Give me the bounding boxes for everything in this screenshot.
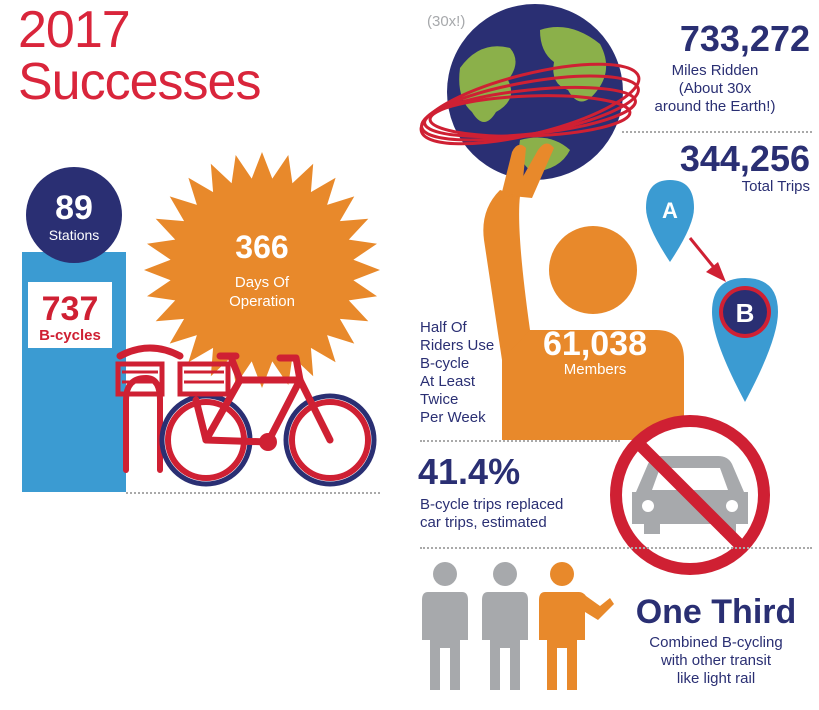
one-third-label: Combined B-cycling with other transit li…: [618, 634, 814, 688]
replaced-value: 41.4%: [418, 451, 521, 492]
third-label-2: with other transit: [660, 652, 772, 669]
miles-label-1: Miles Ridden: [671, 62, 759, 79]
third-label-1: Combined B-cycling: [649, 634, 783, 651]
one-third-value: One Third: [635, 593, 797, 631]
earth-note: (30x!): [427, 13, 465, 30]
pin-b-icon: [712, 278, 778, 402]
days-label-2: Operation: [229, 293, 295, 310]
no-car-icon: [610, 415, 770, 575]
days-value: 366: [235, 229, 288, 265]
pin-a-label: A: [662, 198, 678, 223]
trips-label: Total Trips: [741, 178, 810, 195]
pin-a-icon: [646, 180, 694, 262]
half-line-2: Riders Use: [420, 337, 495, 354]
page-title: 2017 Successes: [18, 1, 261, 111]
title-year: 2017: [18, 1, 131, 59]
person-icon: [483, 143, 684, 440]
title-word: Successes: [18, 53, 261, 111]
half-line-3: B-cycle: [420, 355, 470, 372]
stations-value: 89: [55, 189, 93, 227]
bcycles-box: [28, 282, 112, 348]
replaced-label: B-cycle trips replaced car trips, estima…: [420, 496, 620, 532]
three-people-icon: [422, 562, 614, 690]
pin-b-label: B: [736, 298, 755, 328]
half-line-6: Per Week: [420, 409, 486, 426]
sun-icon: [144, 152, 380, 388]
members-label: Members: [564, 361, 627, 378]
left-divider: [126, 492, 380, 494]
trips-value: 344,256: [679, 138, 810, 179]
miles-divider: [622, 131, 812, 133]
members-value: 61,038: [543, 325, 647, 363]
days-label-1: Days Of: [235, 274, 290, 291]
bicycle-icon: [115, 344, 377, 487]
replaced-divider: [420, 547, 812, 549]
miles-label-2: (About 30x: [678, 80, 752, 97]
arrow-icon: [688, 237, 726, 282]
third-label-3: like light rail: [676, 670, 756, 687]
miles-label-3: around the Earth!): [654, 98, 776, 115]
orbit-rings-icon: [419, 62, 641, 146]
stations-circle: [26, 167, 122, 263]
miles-value: 733,272: [679, 18, 810, 59]
half-riders-text: Half Of Riders Use B-cycle At Least Twic…: [420, 319, 530, 427]
stations-label: Stations: [49, 227, 100, 243]
left-graphic: 89 Stations 737 B-cycles 366 Days Of Ope…: [22, 152, 380, 492]
bcycles-label: B-cycles: [39, 327, 101, 344]
half-line-5: Twice: [420, 391, 459, 408]
replaced-label-1: B-cycle trips replaced: [420, 496, 564, 513]
half-line-4: At Least: [420, 373, 476, 390]
replaced-label-2: car trips, estimated: [420, 514, 547, 531]
half-line-1: Half Of: [420, 319, 467, 336]
right-graphic: (30x!) 61,038 Members A B: [419, 4, 778, 690]
bcycles-value: 737: [42, 290, 99, 328]
miles-label: Miles Ridden (About 30x around the Earth…: [620, 62, 810, 116]
members-divider: [420, 440, 620, 442]
